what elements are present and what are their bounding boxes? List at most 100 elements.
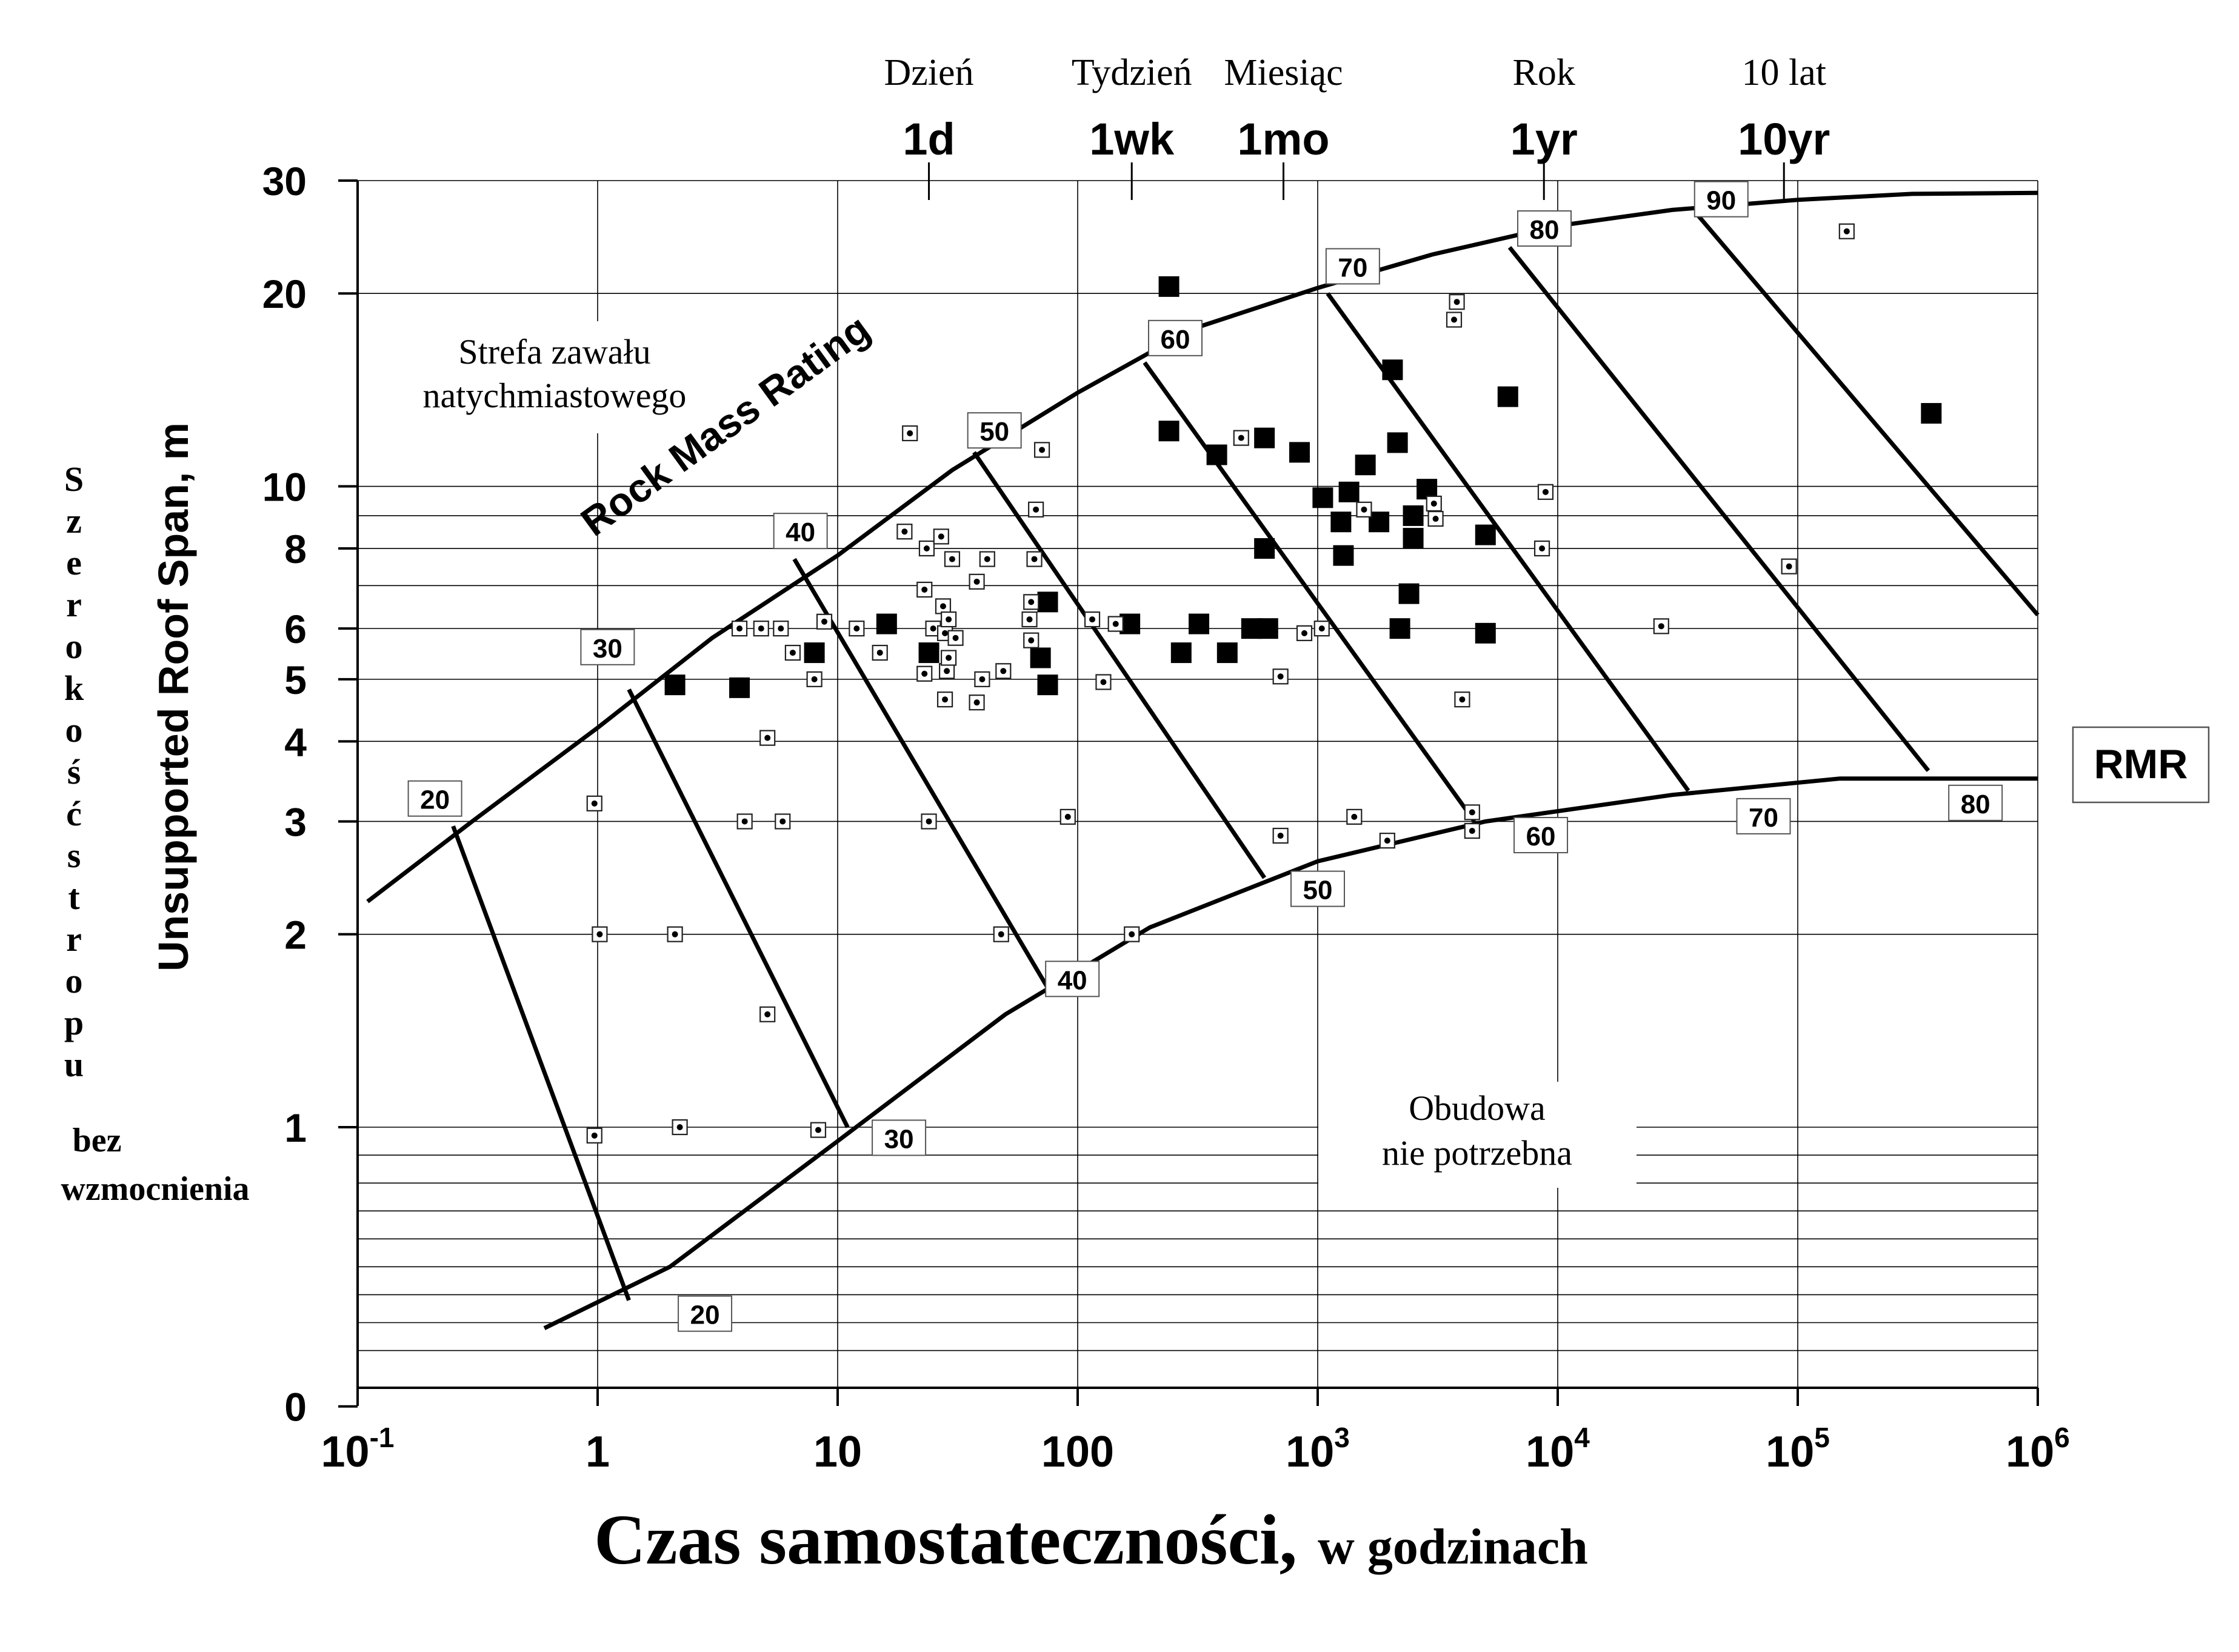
y-axis-title-pl-letter: u — [64, 1045, 84, 1084]
x-tick-label: 105 — [1766, 1422, 1830, 1476]
rmr-line-70 — [1326, 292, 1690, 792]
open-square-point-dot — [921, 586, 928, 593]
filled-square-point — [1037, 674, 1058, 696]
rmr-line-20 — [451, 825, 631, 1301]
filled-square-point — [1921, 403, 1942, 424]
y-tick-label: 0 — [284, 1385, 307, 1430]
open-square-point-dot — [949, 556, 955, 562]
y-tick-label: 10 — [262, 465, 307, 510]
upper-rmr-label-70: 70 — [1338, 253, 1367, 282]
y-tick-label: 6 — [284, 607, 307, 651]
time-marker-pl: Tydzień — [1072, 52, 1192, 93]
filled-square-point — [1312, 487, 1333, 508]
time-marker-pl: Miesiąc — [1224, 52, 1343, 93]
open-square-point — [1426, 495, 1442, 512]
lower-rmr-label-50: 50 — [1303, 876, 1333, 905]
filled-square-point — [1158, 276, 1180, 297]
upper-rmr-label-40-box — [773, 513, 828, 550]
y-tick-label: 20 — [262, 271, 307, 316]
open-square-point-dot — [672, 931, 678, 938]
open-square-point-dot — [764, 1011, 771, 1018]
open-square-point-dot — [901, 528, 908, 535]
open-square-point-dot — [741, 818, 748, 825]
open-square-point-dot — [952, 634, 959, 641]
open-square-point-dot — [1129, 931, 1135, 938]
upper-rmr-label-30: 30 — [593, 634, 622, 664]
y-axis-title-pl-letter: o — [65, 710, 83, 750]
y-tick-label: 8 — [284, 527, 307, 571]
y-axis-title-pl-letter: s — [67, 836, 81, 875]
filled-square-point — [1403, 528, 1424, 549]
upper-rmr-label-90-box — [1693, 181, 1749, 218]
y-axis-title-pl-letter: k — [64, 668, 84, 708]
open-square-point-dot — [1469, 809, 1475, 816]
y-tick-label: 3 — [284, 799, 307, 844]
x-axis-title: Czas samostateczności, w godzinach — [594, 1500, 1588, 1579]
filled-square-point — [1398, 583, 1420, 604]
open-square-point-dot — [596, 931, 603, 938]
open-square-point-dot — [1033, 506, 1039, 513]
rmr-line-60 — [1143, 361, 1477, 823]
open-square-point-dot — [998, 931, 1004, 938]
open-square-point — [1537, 484, 1554, 500]
time-marker-pl: Rok — [1513, 52, 1575, 93]
open-square-point-dot — [1089, 616, 1096, 623]
y-axis-title-pl-letter: t — [68, 878, 80, 917]
filled-square-point — [1333, 545, 1354, 566]
upper-rmr-label-90: 90 — [1706, 186, 1736, 216]
open-square-point-dot — [758, 625, 764, 632]
open-square-point-dot — [1539, 545, 1546, 552]
no-support-label-line2: nie potrzebna — [1382, 1133, 1572, 1173]
open-square-point-dot — [1361, 506, 1367, 513]
open-square-point-dot — [789, 650, 796, 656]
filled-square-point — [1387, 432, 1408, 453]
open-square-point-dot — [923, 545, 930, 552]
zone-annotations: Strefa zawału natychmiastowego Obudowa n… — [388, 321, 1637, 1188]
open-square-point-dot — [1031, 556, 1038, 562]
y-axis-title-pl-letter: ś — [67, 752, 81, 791]
open-square-point-dot — [591, 800, 598, 807]
rmr-value-labels: 20 30 40 50 60 70 80 90 20 30 40 50 60 70 80 — [407, 181, 2003, 1332]
lower-rmr-label-40: 40 — [1058, 965, 1087, 995]
case-history-points — [586, 223, 1942, 1144]
time-marker-pl: Dzień — [884, 52, 974, 93]
y-axis-title-en: Unsupported Roof Span, m — [150, 422, 197, 971]
upper-rmr-label-20-box — [407, 780, 462, 817]
y-axis-title-pl-letter: o — [65, 961, 83, 1001]
lower-rmr-label-70-box — [1736, 798, 1791, 834]
lower-rmr-label-80-box — [1948, 784, 2003, 821]
filled-square-point — [1037, 591, 1058, 613]
open-square-point-dot — [1459, 696, 1466, 703]
open-square-point-dot — [1238, 435, 1244, 441]
open-square-point — [1454, 691, 1470, 708]
filled-square-point — [1369, 511, 1390, 533]
filled-square-point — [1189, 613, 1210, 634]
y-tick-label: 1 — [284, 1105, 307, 1150]
open-square-point-dot — [939, 603, 946, 610]
open-square-point — [1233, 430, 1249, 446]
filled-square-point — [804, 642, 825, 664]
open-square-point-dot — [1277, 833, 1284, 839]
open-square-point-dot — [1026, 616, 1033, 623]
upper-rmr-curve — [366, 190, 2038, 904]
open-square-point-dot — [1000, 668, 1007, 674]
open-square-point-dot — [921, 670, 928, 677]
filled-square-point — [1216, 642, 1238, 664]
open-square-point-dot — [1542, 488, 1549, 495]
collapse-zone-label-line1: Strefa zawału — [458, 332, 650, 371]
y-tick-label: 30 — [262, 159, 307, 204]
x-tick-label: 103 — [1286, 1422, 1350, 1476]
x-tick-label: 1 — [586, 1428, 610, 1476]
open-square-point-dot — [1039, 447, 1046, 453]
open-square-point-dot — [946, 616, 952, 623]
filled-square-point — [918, 642, 939, 664]
open-square-point-dot — [1112, 621, 1119, 627]
filled-square-point — [1257, 618, 1278, 639]
open-square-point — [731, 621, 748, 637]
open-square-point-dot — [591, 1132, 598, 1139]
y-axis-title-pl-wzmocnienia: wzmocnienia — [61, 1170, 249, 1208]
open-square-point — [849, 621, 865, 637]
upper-rmr-label-60-box — [1147, 319, 1203, 356]
open-square-point-dot — [1430, 500, 1437, 507]
lower-rmr-label-20: 20 — [690, 1301, 720, 1330]
